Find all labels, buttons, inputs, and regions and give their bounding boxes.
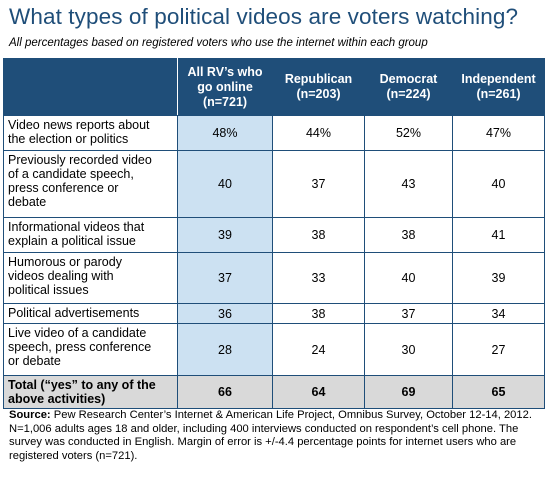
cell-democrat: 52% (364, 115, 453, 151)
column-header-independent: Independent (n=261) (452, 58, 545, 116)
cell-republican: 33 (272, 252, 365, 304)
row-label-line: of a candidate speech, (8, 167, 134, 181)
row-label: Humorous or parody videos dealing with pol… (3, 252, 178, 304)
row-label: Previously recorded video of a candidate … (3, 150, 178, 218)
cell-all-rv: 40 (177, 150, 273, 218)
column-header-line: (n=721) (202, 94, 248, 109)
source-label: Source: (9, 409, 51, 421)
row-label-line: or debate (8, 354, 61, 368)
cell-independent: 34 (452, 303, 545, 324)
row-label: Total (“yes” to any of the above activiti… (3, 375, 178, 409)
row-label-line: above activities) (8, 392, 106, 406)
row-label-line: Total (“yes” to any of the (8, 378, 156, 392)
row-label: Live video of a candidate speech, press c… (3, 323, 178, 376)
cell-independent: 40 (452, 150, 545, 218)
header-blank-cell (3, 58, 178, 116)
cell-republican: 64 (272, 375, 365, 409)
cell-all-rv: 37 (177, 252, 273, 304)
row-label-line: Video news reports about (8, 118, 150, 132)
cell-republican: 38 (272, 303, 365, 324)
table-body: Video news reports about the election or … (3, 115, 545, 409)
cell-democrat: 38 (364, 217, 453, 253)
chart-subtitle: All percentages based on registered vote… (9, 37, 428, 49)
row-label: Video news reports about the election or … (3, 115, 178, 151)
column-header-line: Democrat (379, 72, 438, 86)
table-row: Video news reports about the election or … (3, 115, 545, 151)
row-label-line: political issues (8, 283, 89, 297)
row-label-line: speech, press conference (8, 340, 152, 354)
row-label: Political advertisements (3, 303, 178, 324)
table-header-row: All RV’s who go online (n=721) Republica… (3, 58, 545, 116)
column-header-line: go online (197, 79, 253, 94)
table-row: Political advertisements 36 38 37 34 (3, 303, 545, 324)
row-label-line: explain a political issue (8, 234, 136, 248)
cell-republican: 44% (272, 115, 365, 151)
row-label-line: Humorous or parody (8, 255, 122, 269)
row-label: Informational videos that explain a polit… (3, 217, 178, 253)
cell-all-rv: 28 (177, 323, 273, 376)
column-header-all-rv: All RV’s who go online (n=721) (177, 58, 273, 116)
column-header-line: (n=203) (296, 87, 341, 101)
column-header-line: All RV’s who (187, 64, 263, 79)
row-label-line: videos dealing with (8, 269, 114, 283)
cell-democrat: 69 (364, 375, 453, 409)
row-label-line: press conference or (8, 181, 119, 195)
cell-independent: 47% (452, 115, 545, 151)
column-header-line: Republican (284, 72, 353, 86)
column-header-republican: Republican (n=203) (272, 58, 365, 116)
cell-republican: 38 (272, 217, 365, 253)
cell-independent: 27 (452, 323, 545, 376)
cell-all-rv: 48% (177, 115, 273, 151)
source-note: Source: Pew Research Center’s Internet &… (9, 409, 549, 463)
cell-democrat: 40 (364, 252, 453, 304)
column-header-democrat: Democrat (n=224) (364, 58, 453, 116)
column-header-line: Independent (461, 72, 536, 86)
column-header-line: (n=224) (386, 87, 431, 101)
cell-independent: 39 (452, 252, 545, 304)
column-header-line: (n=261) (476, 87, 521, 101)
table-row: Informational videos that explain a polit… (3, 217, 545, 253)
cell-all-rv: 39 (177, 217, 273, 253)
cell-democrat: 30 (364, 323, 453, 376)
row-label-line: Live video of a candidate (8, 326, 147, 340)
row-label-line: Political advertisements (8, 306, 140, 320)
cell-all-rv: 66 (177, 375, 273, 409)
data-table: All RV’s who go online (n=721) Republica… (3, 58, 545, 409)
row-label-line: Informational videos that (8, 220, 145, 234)
chart-title: What types of political videos are voter… (9, 4, 519, 29)
table-row: Previously recorded video of a candidate … (3, 150, 545, 218)
cell-democrat: 37 (364, 303, 453, 324)
cell-democrat: 43 (364, 150, 453, 218)
table-row: Humorous or parody videos dealing with pol… (3, 252, 545, 304)
row-label-line: debate (8, 195, 47, 209)
cell-independent: 41 (452, 217, 545, 253)
total-row: Total (“yes” to any of the above activiti… (3, 375, 545, 409)
table-row: Live video of a candidate speech, press c… (3, 323, 545, 376)
cell-independent: 65 (452, 375, 545, 409)
cell-republican: 24 (272, 323, 365, 376)
source-text: Pew Research Center’s Internet & America… (9, 409, 532, 462)
row-label-line: Previously recorded video (8, 153, 152, 167)
cell-republican: 37 (272, 150, 365, 218)
cell-all-rv: 36 (177, 303, 273, 324)
row-label-line: the election or politics (8, 132, 129, 146)
